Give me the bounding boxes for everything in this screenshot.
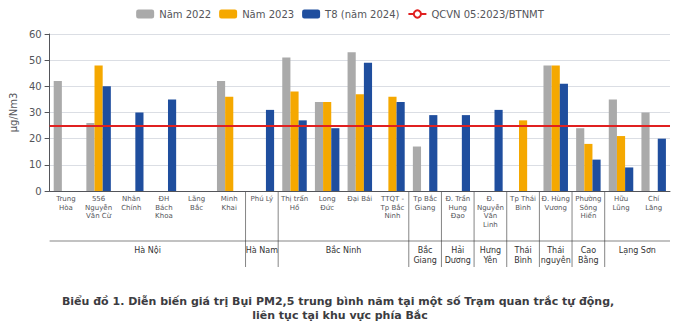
- svg-text:Giang: Giang: [415, 204, 436, 212]
- svg-text:Đ.: Đ.: [487, 195, 495, 203]
- svg-text:Dương: Dương: [445, 256, 471, 265]
- svg-text:Linh: Linh: [483, 221, 498, 229]
- svg-text:Phú Lý: Phú Lý: [250, 195, 273, 203]
- svg-text:Đ. Trần: Đ. Trần: [445, 195, 470, 203]
- svg-text:Phường: Phường: [575, 195, 601, 203]
- svg-text:Tp Bắc: Tp Bắc: [380, 203, 405, 212]
- svg-text:Bắc: Bắc: [190, 203, 203, 212]
- svg-text:Chí: Chí: [648, 195, 660, 203]
- svg-text:Giang: Giang: [413, 256, 436, 265]
- svg-text:Cao: Cao: [581, 246, 596, 255]
- svg-text:40: 40: [29, 81, 42, 92]
- svg-text:Bằng: Bằng: [578, 255, 599, 265]
- svg-text:Lăng: Lăng: [645, 204, 662, 212]
- svg-text:Hà Nam: Hà Nam: [246, 246, 278, 255]
- svg-text:Đại Bái: Đại Bái: [347, 195, 372, 203]
- svg-text:50: 50: [29, 55, 42, 66]
- svg-text:Thị trấn: Thị trấn: [280, 195, 308, 203]
- svg-text:nguyên: nguyên: [541, 255, 571, 265]
- svg-text:Hiến: Hiến: [580, 212, 596, 220]
- svg-text:Văn Cừ: Văn Cừ: [86, 212, 112, 220]
- svg-text:Khai: Khai: [222, 204, 237, 212]
- svg-text:Hải: Hải: [451, 245, 464, 255]
- svg-text:Sông: Sông: [580, 204, 598, 212]
- svg-text:Bình: Bình: [515, 204, 531, 212]
- svg-text:20: 20: [29, 133, 42, 144]
- svg-text:Tp Thái: Tp Thái: [509, 195, 536, 203]
- svg-text:556: 556: [92, 195, 106, 203]
- svg-text:Nhân: Nhân: [122, 195, 140, 203]
- svg-text:Hà Nội: Hà Nội: [134, 245, 161, 255]
- svg-text:QCVN 05:2023/BTNMT: QCVN 05:2023/BTNMT: [431, 9, 544, 20]
- svg-text:Tp Bắc: Tp Bắc: [412, 194, 437, 203]
- svg-text:Vương: Vương: [545, 204, 567, 212]
- svg-text:Thái: Thái: [546, 246, 564, 255]
- svg-text:Hồ: Hồ: [290, 204, 300, 212]
- svg-text:Biểu đồ 1. Diễn biến giá trị B: Biểu đồ 1. Diễn biến giá trị Bụi PM2,5 t…: [62, 295, 618, 308]
- svg-text:Yên: Yên: [483, 255, 498, 265]
- svg-text:Đ. Hùng: Đ. Hùng: [541, 195, 569, 203]
- svg-text:Long: Long: [319, 195, 336, 203]
- svg-text:Hòa: Hòa: [59, 204, 73, 212]
- svg-text:Khoa: Khoa: [155, 212, 173, 220]
- svg-text:60: 60: [29, 29, 42, 40]
- svg-text:Nguyễn: Nguyễn: [85, 203, 112, 212]
- svg-text:Đạo: Đạo: [451, 212, 465, 220]
- svg-text:liên tục tại khu vực phía Bắc: liên tục tại khu vực phía Bắc: [252, 309, 428, 322]
- svg-text:Chính: Chính: [121, 204, 141, 212]
- svg-text:Năm 2023: Năm 2023: [242, 9, 294, 20]
- svg-text:Năm 2022: Năm 2022: [159, 9, 211, 20]
- svg-text:µg/Nm3: µg/Nm3: [8, 93, 19, 133]
- svg-text:Trung: Trung: [55, 195, 75, 203]
- svg-text:Bắc: Bắc: [418, 245, 433, 255]
- svg-text:Hữu: Hữu: [614, 195, 628, 203]
- svg-text:TTQT -: TTQT -: [380, 195, 404, 203]
- svg-text:Minh: Minh: [221, 195, 238, 203]
- svg-text:Hưng: Hưng: [480, 246, 501, 255]
- svg-text:T8 (năm 2024): T8 (năm 2024): [324, 9, 399, 20]
- svg-text:Bình: Bình: [514, 256, 532, 265]
- svg-text:Lũng: Lũng: [612, 204, 629, 212]
- svg-text:Lãng: Lãng: [188, 195, 205, 203]
- svg-text:Bắc Ninh: Bắc Ninh: [326, 245, 362, 255]
- svg-text:0: 0: [35, 186, 41, 197]
- svg-text:Lạng Sơn: Lạng Sơn: [619, 246, 656, 256]
- svg-text:30: 30: [29, 107, 42, 118]
- svg-text:Ninh: Ninh: [384, 212, 400, 220]
- svg-text:ĐH: ĐH: [159, 195, 170, 203]
- svg-text:Hung: Hung: [448, 204, 467, 212]
- svg-text:10: 10: [29, 159, 42, 170]
- svg-text:Bách: Bách: [155, 204, 172, 212]
- svg-text:Đức: Đức: [320, 204, 334, 212]
- svg-text:Văn: Văn: [484, 212, 498, 220]
- svg-text:Nguyễn: Nguyễn: [477, 203, 504, 212]
- svg-text:Thái: Thái: [514, 246, 532, 255]
